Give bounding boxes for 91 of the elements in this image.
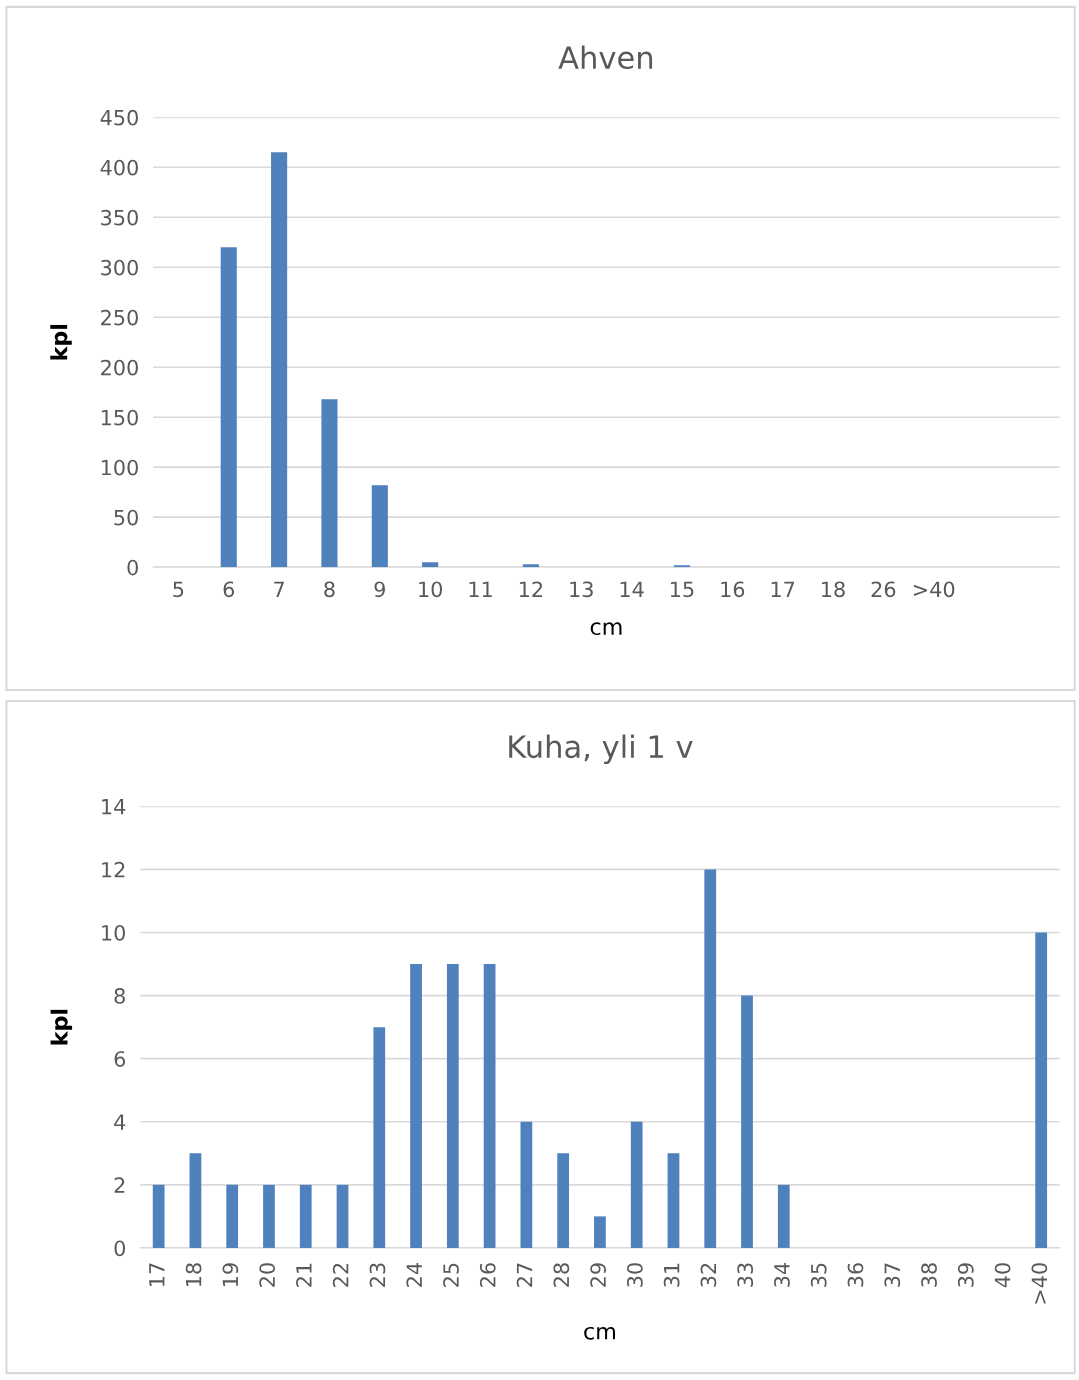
bar	[410, 964, 422, 1248]
bar	[673, 565, 690, 568]
x-tick-label: 24	[406, 1262, 422, 1287]
y-tick-label: 4	[114, 1114, 126, 1130]
bar	[520, 1121, 533, 1248]
bar	[704, 869, 717, 1248]
y-tick-label: 100	[101, 459, 138, 476]
bar	[371, 485, 388, 568]
x-tick-label: 31	[663, 1263, 680, 1287]
x-tick-label: 28	[553, 1263, 570, 1287]
y-tick-label: 150	[101, 409, 138, 426]
y-tick-label: 250	[101, 309, 138, 326]
bar	[299, 1184, 312, 1248]
y-tick-label: 450	[100, 109, 138, 126]
x-tick-label: 34	[774, 1262, 790, 1287]
x-tick-label: 32	[700, 1263, 717, 1287]
x-tick-label: 39	[957, 1263, 974, 1287]
y-tick-label: 0	[127, 559, 138, 576]
bar	[422, 562, 439, 568]
bar	[189, 1153, 202, 1248]
y-tick-label: 200	[101, 359, 138, 376]
x-tick-label: 17	[149, 1263, 165, 1287]
bar	[152, 1184, 165, 1248]
bar	[226, 1184, 239, 1248]
bar	[777, 1184, 790, 1248]
x-tick-label: 18	[822, 581, 845, 598]
bar	[630, 1121, 643, 1248]
x-tick-label: 5	[173, 581, 184, 598]
x-tick-label: 30	[626, 1263, 643, 1287]
x-tick-label: 25	[443, 1263, 459, 1287]
x-tick-label: 20	[259, 1263, 276, 1287]
bar	[271, 152, 288, 568]
bar	[1035, 932, 1048, 1248]
y-tick-label: 8	[114, 988, 125, 1004]
x-tick-label: 9	[374, 581, 385, 598]
bar	[522, 564, 539, 568]
x-tick-label: 14	[620, 581, 644, 597]
bar	[373, 1027, 386, 1248]
bar	[446, 964, 459, 1248]
chart-title: Ahven	[558, 45, 653, 70]
x-tick-label: 16	[721, 581, 745, 598]
x-tick-label: 18	[185, 1263, 202, 1287]
y-tick-label: 2	[114, 1177, 125, 1193]
x-tick-label: 11	[469, 581, 492, 597]
x-tick-label: >40	[913, 581, 955, 598]
y-tick-label: 350	[101, 209, 138, 226]
x-tick-label: 21	[296, 1263, 312, 1287]
bar	[557, 1153, 570, 1248]
y-tick-label: 6	[114, 1051, 126, 1067]
x-tick-label: 6	[223, 581, 235, 598]
x-tick-label: 36	[847, 1263, 864, 1287]
x-tick-label: 26	[479, 1263, 496, 1287]
x-tick-label: 33	[737, 1263, 754, 1287]
x-tick-label: 26	[871, 581, 896, 598]
bar	[220, 247, 237, 568]
x-tick-label: 17	[771, 581, 795, 597]
chart-title: Kuha, yli 1 v	[509, 734, 693, 765]
x-tick-label: 38	[921, 1263, 937, 1287]
x-tick-label: 19	[222, 1263, 239, 1287]
bar	[594, 1216, 606, 1248]
x-tick-label: 29	[590, 1263, 606, 1287]
bar	[483, 964, 496, 1248]
y-tick-label: 300	[101, 259, 138, 276]
x-axis-title: cm	[584, 1326, 615, 1340]
bar	[321, 399, 338, 568]
bar	[667, 1153, 680, 1248]
bar	[741, 995, 753, 1248]
x-tick-label: 7	[274, 581, 284, 597]
x-tick-label: 27	[516, 1263, 533, 1287]
x-tick-label: 15	[670, 581, 694, 598]
x-tick-label: >40	[1031, 1263, 1048, 1304]
y-tick-label: 10	[102, 924, 125, 941]
x-tick-label: 37	[884, 1263, 901, 1287]
y-tick-label: 14	[102, 799, 126, 815]
x-tick-label: 8	[324, 581, 335, 598]
x-tick-label: 35	[810, 1263, 827, 1287]
x-tick-label: 22	[332, 1263, 349, 1287]
y-tick-label: 400	[100, 159, 138, 176]
y-axis-title: kpl	[50, 1009, 73, 1045]
y-axis-title: kpl	[50, 324, 72, 360]
y-tick-label: 0	[114, 1240, 125, 1257]
bar	[263, 1184, 275, 1248]
x-tick-label: 23	[369, 1263, 386, 1287]
x-tick-label: 12	[519, 581, 543, 597]
bar	[336, 1184, 349, 1248]
x-axis-title: cm	[590, 622, 622, 636]
x-tick-label: 10	[419, 581, 443, 598]
y-tick-label: 50	[114, 509, 138, 526]
x-tick-label: 13	[570, 581, 593, 598]
x-tick-label: 40	[994, 1263, 1011, 1288]
y-tick-label: 12	[102, 861, 125, 878]
